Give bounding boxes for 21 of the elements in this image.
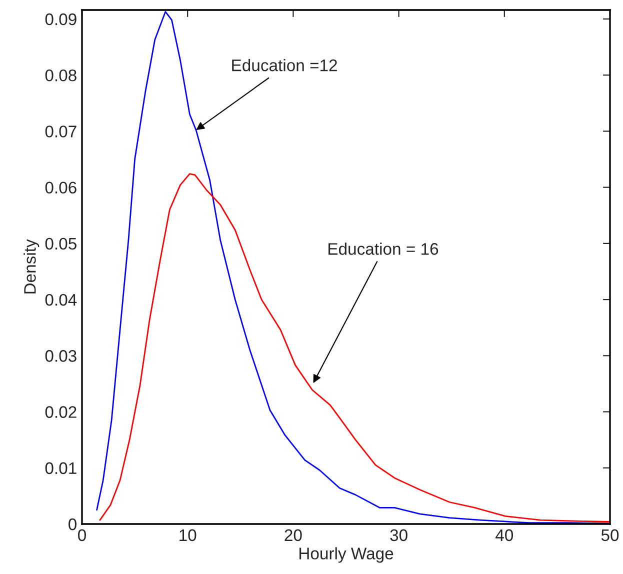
x-tick-label: 20	[284, 529, 302, 542]
x-tick-label: 0	[78, 529, 86, 542]
y-tick-label: 0.03	[45, 350, 76, 362]
y-tick-label: 0.04	[45, 294, 77, 306]
y-axis-title: Density	[24, 239, 40, 294]
x-axis-title: Hourly Wage	[300, 547, 394, 563]
y-tick-label: 0.05	[45, 238, 76, 250]
y-tick-label: 0	[68, 518, 76, 530]
y-tick-label: 0.01	[45, 462, 76, 474]
y-tick-label: 0.08	[45, 69, 76, 82]
annotation: Education =12	[232, 58, 337, 72]
x-tick-label: 50	[601, 529, 619, 542]
x-tick-label: 10	[180, 529, 196, 542]
y-tick-label: 0.02	[45, 406, 76, 418]
x-tick-label: 40	[496, 529, 514, 542]
y-tick-label: 0.09	[45, 13, 76, 26]
x-tick-label: 30	[390, 529, 408, 542]
line-series	[99, 173, 610, 522]
y-tick-label: 0.07	[45, 126, 76, 138]
annotation: Education = 16	[328, 242, 438, 255]
y-tick-label: 0.06	[45, 182, 76, 194]
